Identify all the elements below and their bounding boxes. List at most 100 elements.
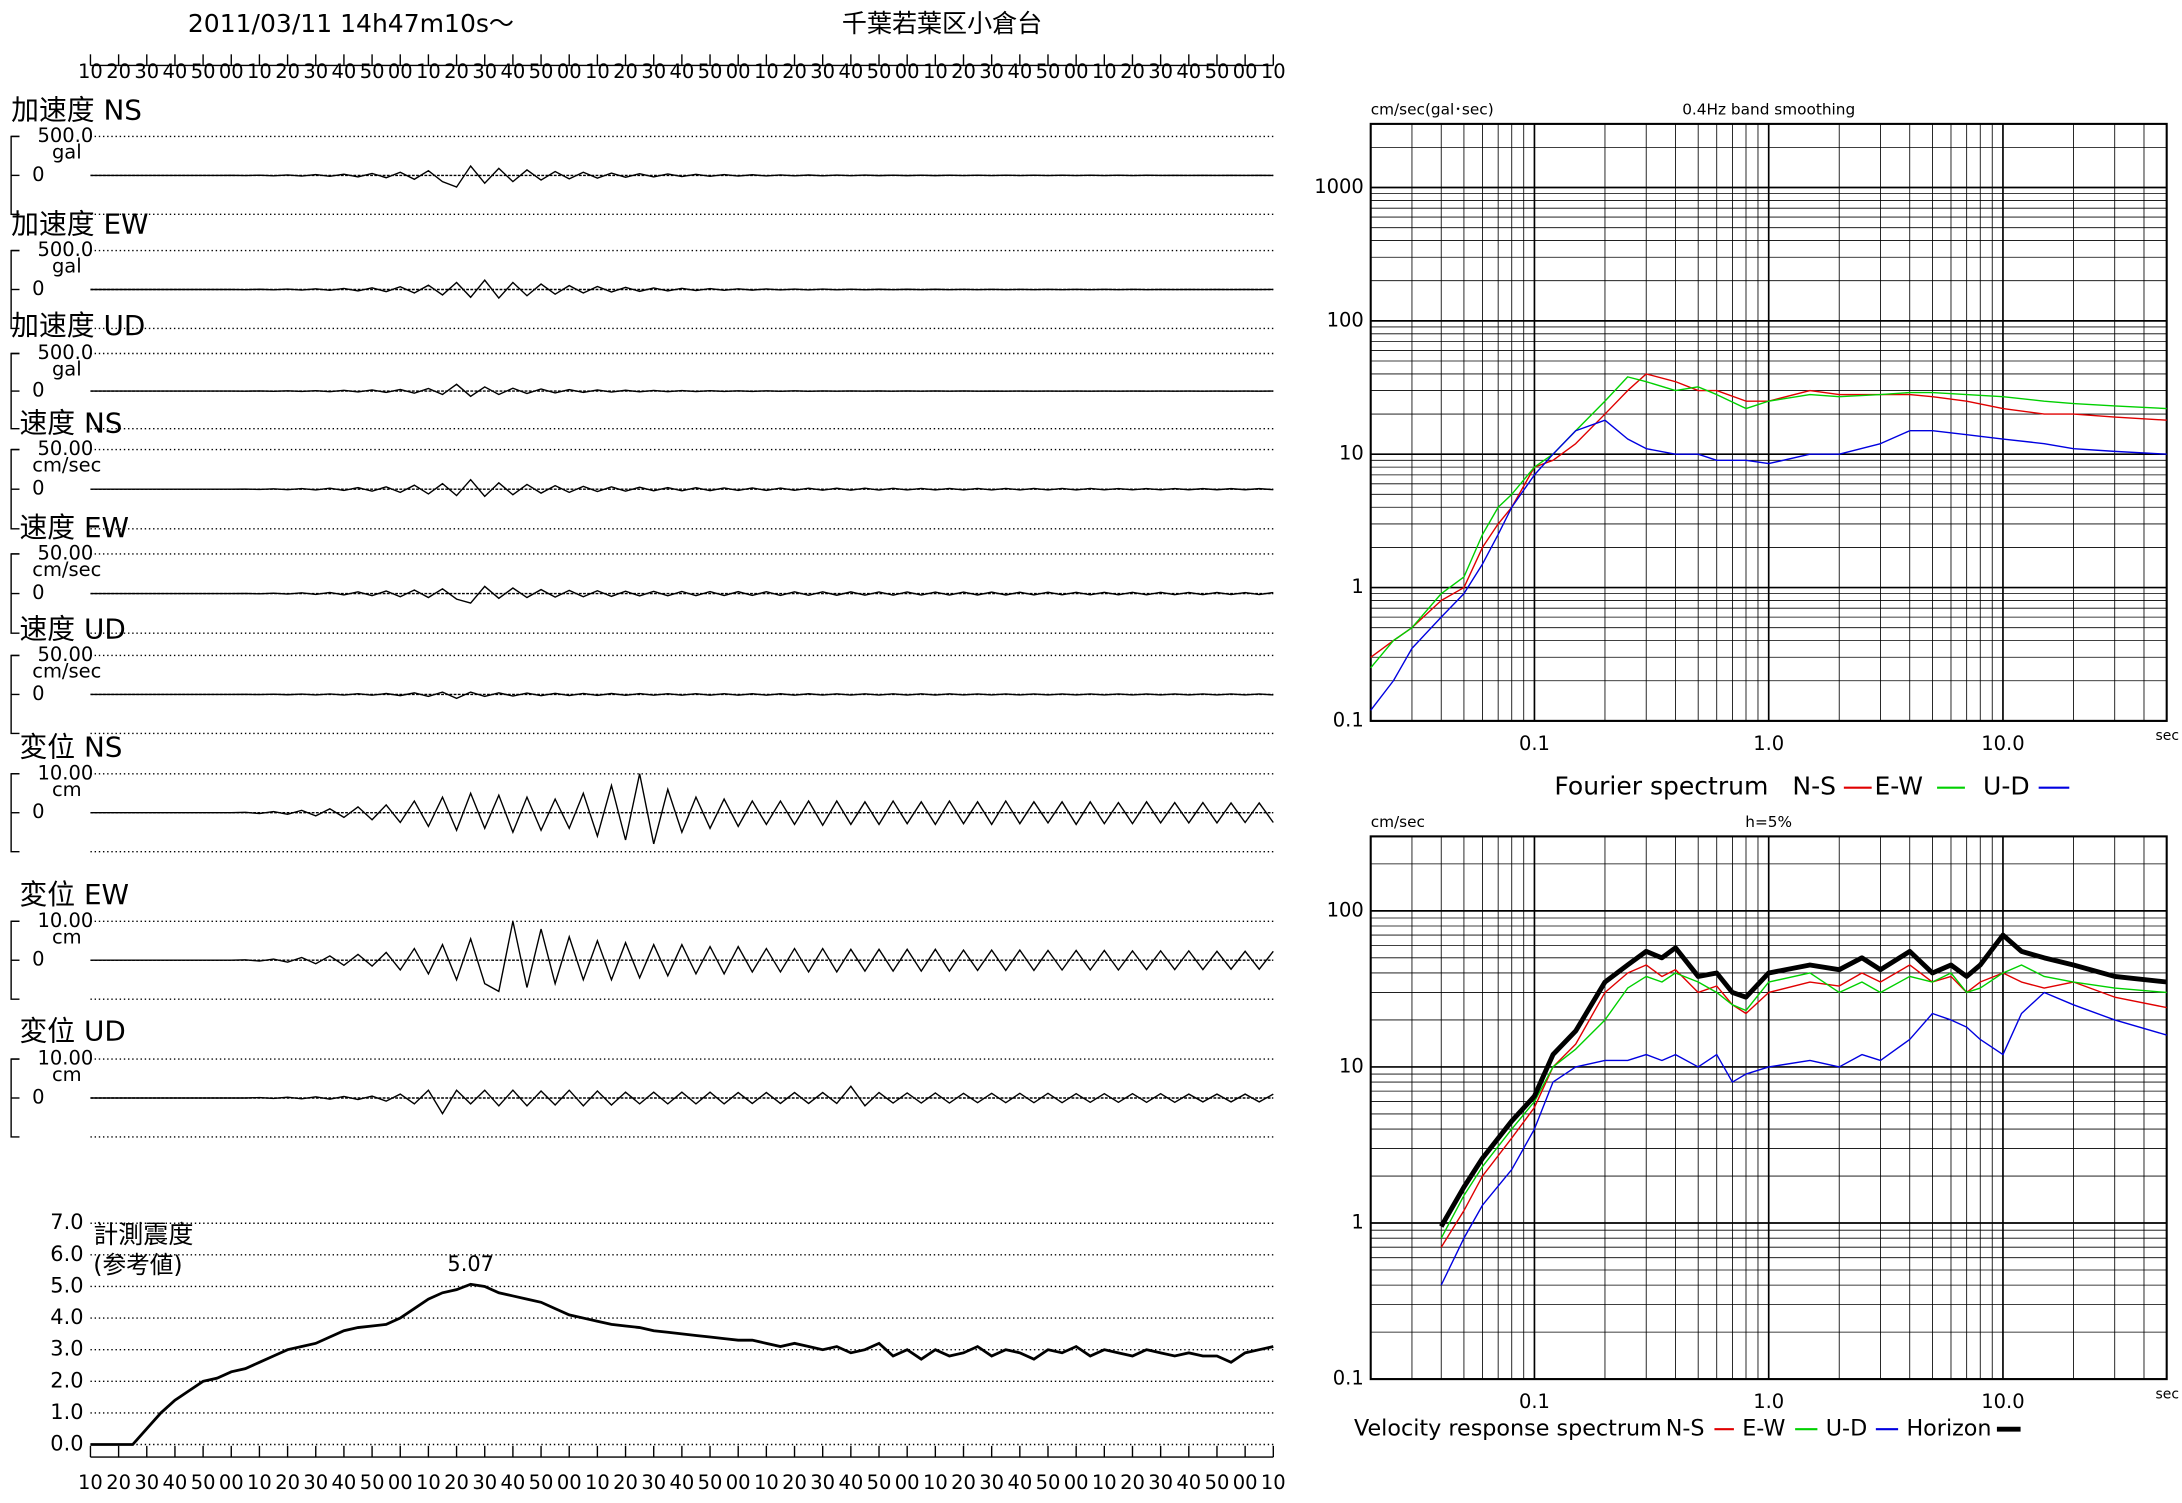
panel-label: 変位 EW	[19, 878, 129, 911]
legend-label: N-S	[1792, 772, 1836, 801]
scale-label: 0	[32, 379, 44, 402]
time-tick-label: 30	[134, 60, 159, 83]
time-tick-label: 20	[106, 60, 131, 83]
panel-label: 加速度 UD	[11, 309, 145, 342]
time-tick-label: 50	[1205, 1471, 1230, 1494]
unit-label: cm	[52, 925, 82, 948]
unit-label: cm/sec	[32, 660, 101, 683]
time-tick-label: 10	[1092, 1471, 1117, 1494]
time-tick-label: 00	[388, 60, 413, 83]
time-tick-label: 30	[979, 1471, 1004, 1494]
intensity-line	[90, 1282, 1274, 1446]
x-axis-label: sec	[2156, 728, 2179, 744]
time-tick-label: 10	[247, 1471, 272, 1494]
scale-label: 0	[32, 800, 44, 823]
unit-label: cm/sec	[32, 454, 101, 477]
time-tick-label: 20	[782, 1471, 807, 1494]
time-tick-label: 40	[163, 1471, 188, 1494]
legend-label: N-S	[1666, 1416, 1705, 1442]
time-tick-label: 50	[360, 1471, 385, 1494]
time-tick-label: 50	[698, 60, 723, 83]
time-tick-label: 50	[1036, 60, 1061, 83]
waveform	[90, 478, 1274, 498]
time-tick-label: 00	[1233, 60, 1258, 83]
chart-subtitle: (参考値)	[93, 1251, 182, 1279]
spectrum-line	[1440, 964, 2167, 1248]
y-tick-label: 3.0	[50, 1337, 83, 1361]
unit-label: gal	[52, 141, 82, 164]
scale-label: 0	[32, 1086, 44, 1109]
scale-label: 0	[32, 948, 44, 971]
legend-label: E-W	[1874, 772, 1923, 801]
panel-label: 速度 EW	[19, 511, 129, 544]
time-tick-label: 50	[360, 60, 385, 83]
time-tick-label: 20	[275, 1471, 300, 1494]
time-tick-label: 30	[472, 1471, 497, 1494]
time-tick-label: 30	[1148, 60, 1173, 83]
time-tick-label: 40	[1007, 1471, 1032, 1494]
time-tick-label: 50	[191, 1471, 216, 1494]
legend-label: U-D	[1826, 1416, 1867, 1442]
time-tick-label: 20	[613, 1471, 638, 1494]
time-tick-label: 40	[838, 60, 863, 83]
waveform	[90, 773, 1274, 845]
y-tick-label: 1	[1351, 575, 1363, 598]
panel-label: 変位 UD	[19, 1015, 125, 1048]
waveform	[90, 921, 1274, 993]
scale-label: 10.00	[37, 909, 93, 932]
time-tick-label: 10	[247, 60, 272, 83]
time-tick-label: 40	[1176, 60, 1201, 83]
y-tick-label: 2.0	[50, 1368, 83, 1392]
scale-label: 50.00	[37, 437, 93, 460]
y-tick-label: 5.0	[50, 1273, 83, 1297]
y-tick-label: 1.0	[50, 1400, 83, 1424]
time-tick-label: 20	[444, 1471, 469, 1494]
x-tick-label: 0.1	[1519, 732, 1550, 755]
peak-label: 5.07	[447, 1252, 493, 1276]
time-tick-label: 40	[163, 60, 188, 83]
time-tick-label: 50	[1036, 1471, 1061, 1494]
spectrum-line	[1370, 373, 2167, 658]
y-tick-label: 0.1	[1333, 1367, 1364, 1390]
chart-title: h=5%	[1745, 813, 1792, 831]
time-tick-label: 40	[1176, 1471, 1201, 1494]
time-tick-label: 30	[810, 1471, 835, 1494]
time-tick-label: 10	[1261, 1471, 1286, 1494]
spectrum-line	[1370, 419, 2167, 711]
spectrum-line	[1370, 376, 2167, 669]
y-tick-label: 0.1	[1333, 708, 1364, 731]
scale-label: 10.00	[37, 1047, 93, 1070]
waveform	[90, 691, 1274, 700]
time-tick-label: 50	[191, 60, 216, 83]
y-axis-label: cm/sec	[1371, 813, 1425, 831]
time-tick-label: 00	[895, 1471, 920, 1494]
time-tick-label: 50	[529, 60, 554, 83]
time-tick-label: 40	[332, 60, 357, 83]
y-tick-label: 7.0	[50, 1210, 83, 1234]
time-tick-label: 00	[219, 60, 244, 83]
time-tick-label: 10	[923, 60, 948, 83]
time-tick-label: 30	[303, 1471, 328, 1494]
x-axis-label: sec	[2156, 1386, 2179, 1402]
time-tick-label: 50	[698, 1471, 723, 1494]
time-tick-label: 30	[303, 60, 328, 83]
legend-label: E-W	[1742, 1416, 1785, 1442]
time-tick-label: 50	[867, 60, 892, 83]
y-tick-label: 10	[1339, 442, 1364, 465]
y-tick-label: 100	[1327, 308, 1364, 331]
time-tick-label: 20	[275, 60, 300, 83]
time-tick-label: 50	[529, 1471, 554, 1494]
time-tick-label: 30	[641, 60, 666, 83]
time-tick-label: 30	[810, 60, 835, 83]
time-tick-label: 20	[444, 60, 469, 83]
time-tick-label: 00	[895, 60, 920, 83]
y-tick-label: 6.0	[50, 1242, 83, 1266]
time-tick-label: 00	[388, 1471, 413, 1494]
panel-label: 変位 NS	[19, 731, 122, 764]
x-tick-label: 0.1	[1519, 1390, 1550, 1413]
waveform	[90, 164, 1274, 188]
time-tick-label: 40	[501, 1471, 526, 1494]
chart-caption: Velocity response spectrum	[1354, 1416, 1662, 1442]
time-tick-label: 10	[416, 1471, 441, 1494]
y-axis-label: cm/sec(gal･sec)	[1371, 100, 1494, 118]
